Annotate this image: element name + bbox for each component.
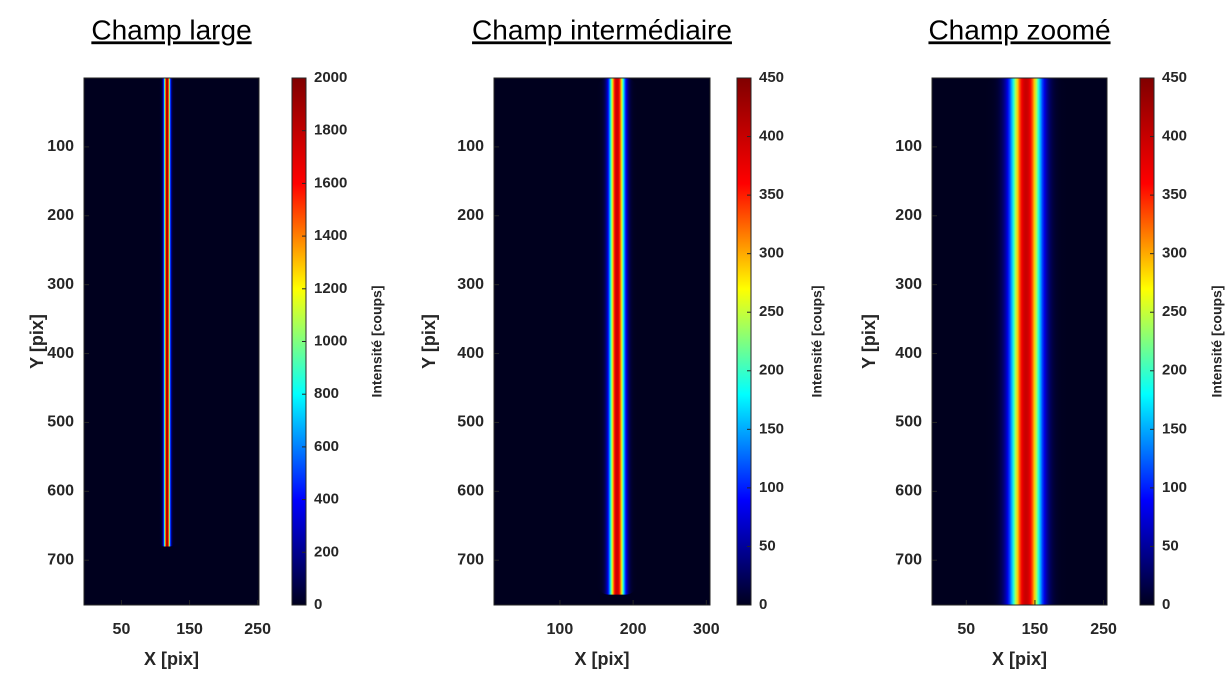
colorbar-tick-label: 800 bbox=[314, 385, 339, 402]
y-tick-label: 700 bbox=[457, 551, 484, 568]
chart-title: Champ zoomé bbox=[928, 14, 1110, 45]
y-tick-label: 400 bbox=[457, 345, 484, 362]
colorbar-tick-label: 100 bbox=[1162, 479, 1187, 496]
x-tick-label: 250 bbox=[244, 621, 271, 638]
y-tick-label: 100 bbox=[47, 138, 74, 155]
colorbar-tick-label: 400 bbox=[1162, 128, 1187, 145]
colorbar-tick-label: 50 bbox=[1162, 537, 1179, 554]
y-tick-label: 300 bbox=[895, 276, 922, 293]
colorbar-tick-label: 450 bbox=[759, 69, 784, 86]
axes-box bbox=[493, 77, 711, 606]
colorbar-tick-label: 250 bbox=[1162, 303, 1187, 320]
colorbar-tick-label: 1800 bbox=[314, 122, 347, 139]
colorbar bbox=[1139, 77, 1155, 606]
x-tick-label: 150 bbox=[176, 621, 203, 638]
x-tick-label: 200 bbox=[620, 621, 647, 638]
y-tick-label: 500 bbox=[457, 414, 484, 431]
colorbar-tick-label: 350 bbox=[1162, 186, 1187, 203]
y-tick-label: 700 bbox=[47, 551, 74, 568]
y-tick-label: 600 bbox=[457, 483, 484, 500]
colorbar-tick-label: 300 bbox=[1162, 245, 1187, 262]
x-tick-label: 150 bbox=[1022, 621, 1049, 638]
colorbar-label: Intensité [coups] bbox=[809, 285, 825, 397]
colorbar-tick-label: 150 bbox=[759, 420, 784, 437]
colorbar-label: Intensité [coups] bbox=[1209, 285, 1225, 397]
y-tick-label: 200 bbox=[895, 207, 922, 224]
colorbar-tick-label: 200 bbox=[314, 543, 339, 560]
y-tick-label: 500 bbox=[47, 414, 74, 431]
y-tick-label: 600 bbox=[895, 483, 922, 500]
y-tick-label: 100 bbox=[895, 138, 922, 155]
x-tick-label: 100 bbox=[547, 621, 574, 638]
x-axis-label: X [pix] bbox=[992, 649, 1047, 669]
colorbar-tick-label: 300 bbox=[759, 245, 784, 262]
y-tick-label: 400 bbox=[47, 345, 74, 362]
colorbar-tick-label: 1000 bbox=[314, 332, 347, 349]
colorbar-tick-label: 0 bbox=[759, 596, 767, 613]
y-tick-label: 500 bbox=[895, 414, 922, 431]
x-tick-label: 50 bbox=[113, 621, 131, 638]
colorbar-tick-label: 0 bbox=[1162, 596, 1170, 613]
colorbar-tick-label: 1600 bbox=[314, 174, 347, 191]
x-tick-label: 300 bbox=[693, 621, 720, 638]
beam bbox=[158, 78, 176, 547]
axes-box bbox=[931, 77, 1108, 606]
colorbar-tick-label: 200 bbox=[759, 362, 784, 379]
colorbar-tick-label: 100 bbox=[759, 479, 784, 496]
colorbar bbox=[736, 77, 752, 606]
y-axis-label: Y [pix] bbox=[27, 314, 47, 369]
x-tick-label: 50 bbox=[957, 621, 975, 638]
colorbar-tick-label: 1200 bbox=[314, 280, 347, 297]
colorbar-tick-label: 200 bbox=[1162, 362, 1187, 379]
y-axis-label: Y [pix] bbox=[859, 314, 879, 369]
colorbar-tick-label: 250 bbox=[759, 303, 784, 320]
colorbar-tick-label: 150 bbox=[1162, 420, 1187, 437]
x-axis-label: X [pix] bbox=[574, 649, 629, 669]
y-tick-label: 400 bbox=[895, 345, 922, 362]
colorbar-label: Intensité [coups] bbox=[369, 285, 385, 397]
colorbar-tick-label: 350 bbox=[759, 186, 784, 203]
axes-box bbox=[83, 77, 260, 606]
colorbar-tick-label: 0 bbox=[314, 596, 322, 613]
y-tick-label: 200 bbox=[457, 207, 484, 224]
x-tick-label: 250 bbox=[1090, 621, 1117, 638]
colorbar-tick-label: 400 bbox=[314, 491, 339, 508]
y-tick-label: 200 bbox=[47, 207, 74, 224]
y-axis-label: Y [pix] bbox=[419, 314, 439, 369]
beam bbox=[984, 78, 1068, 605]
chart-title: Champ large bbox=[91, 14, 251, 45]
y-tick-label: 300 bbox=[457, 276, 484, 293]
y-tick-label: 300 bbox=[47, 276, 74, 293]
chart-title: Champ intermédiaire bbox=[472, 14, 732, 45]
colorbar-tick-label: 1400 bbox=[314, 227, 347, 244]
y-tick-label: 100 bbox=[457, 138, 484, 155]
y-tick-label: 600 bbox=[47, 483, 74, 500]
colorbar-tick-label: 50 bbox=[759, 537, 776, 554]
colorbar-tick-label: 2000 bbox=[314, 69, 347, 86]
beam bbox=[596, 78, 638, 595]
y-tick-label: 700 bbox=[895, 551, 922, 568]
colorbar-tick-label: 450 bbox=[1162, 69, 1187, 86]
x-axis-label: X [pix] bbox=[144, 649, 199, 669]
colorbar-tick-label: 600 bbox=[314, 438, 339, 455]
colorbar-tick-label: 400 bbox=[759, 128, 784, 145]
